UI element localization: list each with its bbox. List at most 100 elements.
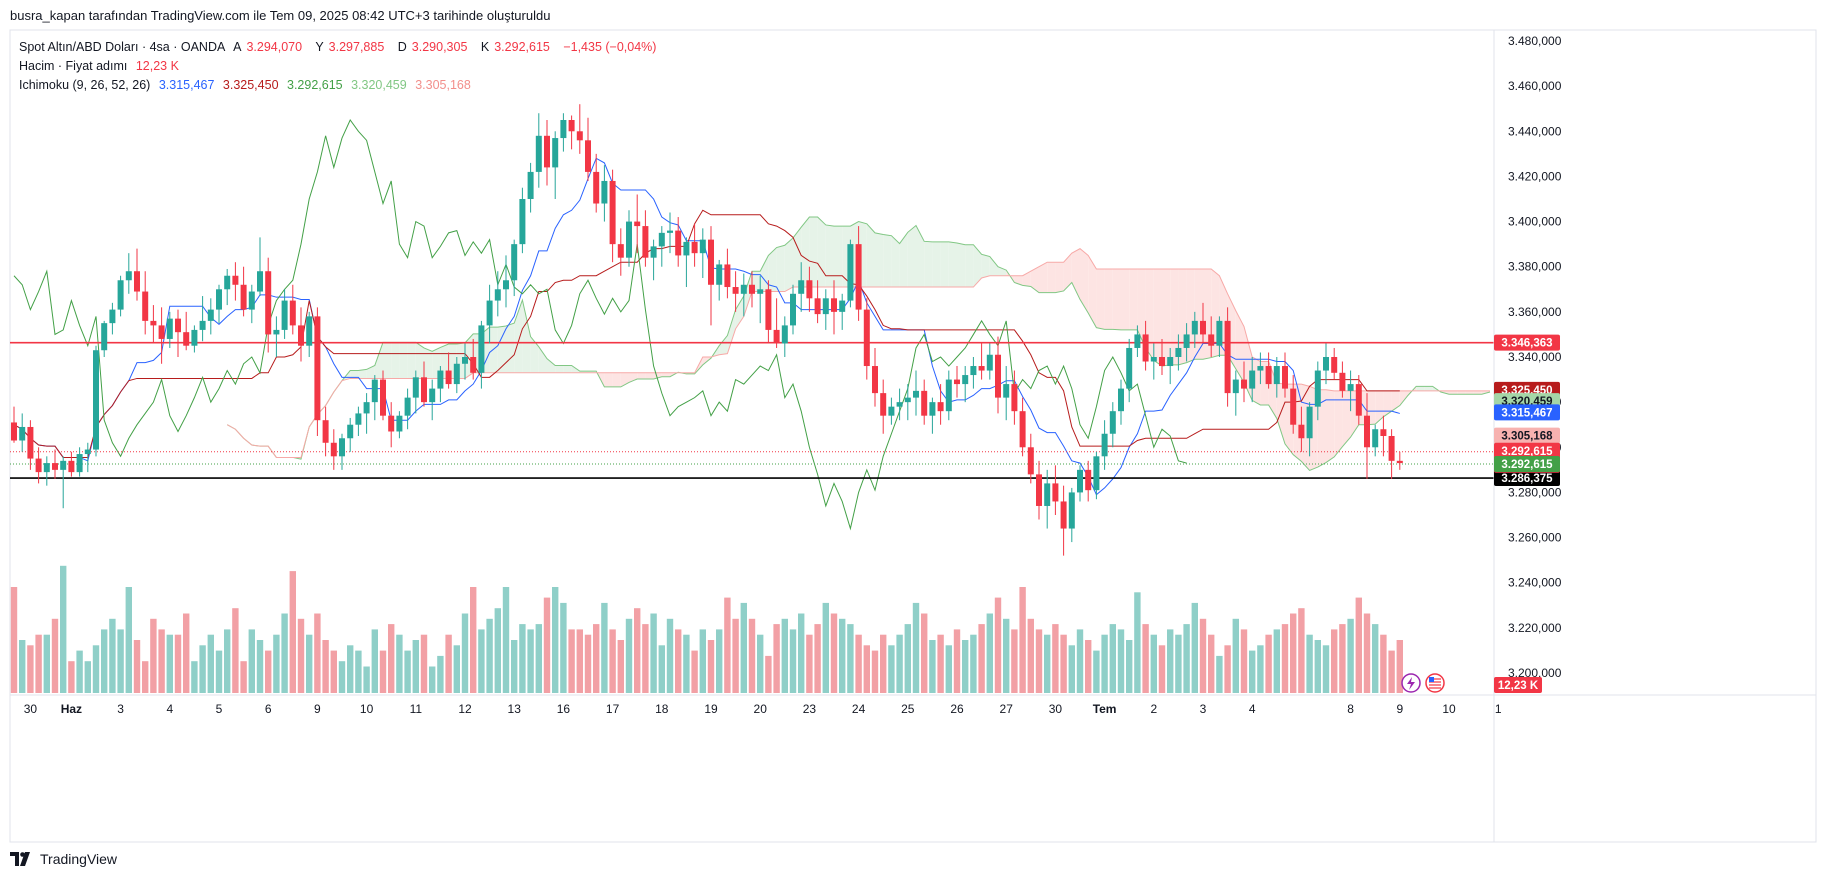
cloud-segment xyxy=(948,241,957,288)
close-label: K xyxy=(480,40,490,54)
open-value: 3.294,070 xyxy=(246,40,303,54)
candle-body xyxy=(904,397,911,403)
cloud-segment xyxy=(998,266,1007,276)
volume-bar xyxy=(1224,645,1231,693)
candle-body xyxy=(1265,366,1272,385)
cloud-segment xyxy=(957,243,966,288)
candle-body xyxy=(150,320,157,326)
candle-body xyxy=(248,291,255,310)
volume-bar xyxy=(92,645,100,693)
candle-body xyxy=(76,454,83,473)
cloud-segment xyxy=(1301,384,1310,471)
candle-body xyxy=(1068,492,1075,529)
time-tick-label: 3 xyxy=(1200,702,1207,716)
legend-symbol-row[interactable]: Spot Altın/ABD Doları · 4sa · OANDA A 3.2… xyxy=(19,38,661,57)
candle-body xyxy=(1396,460,1403,464)
volume-bar xyxy=(248,629,255,693)
candle-body xyxy=(527,171,534,199)
high-value: 3.297,885 xyxy=(328,40,385,54)
candle-body xyxy=(453,363,460,385)
candle-body xyxy=(306,316,313,346)
volume-bar xyxy=(1019,587,1026,693)
candle-body xyxy=(1126,347,1133,389)
cloud-segment xyxy=(1391,390,1400,412)
volume-bar xyxy=(429,666,436,693)
symbol-label[interactable]: Spot Altın/ABD Doları · 4sa · OANDA xyxy=(19,40,226,54)
ichimoku-label[interactable]: Ichimoku (9, 26, 52, 26) xyxy=(19,78,151,92)
cloud-segment xyxy=(743,271,752,317)
candle-body xyxy=(552,138,559,168)
volume-bar xyxy=(1199,618,1207,693)
candle-body xyxy=(839,300,846,312)
candle-body xyxy=(396,415,403,432)
price-tick-label: 3.420,000 xyxy=(1508,169,1562,183)
candle-body xyxy=(60,460,67,470)
candle-body xyxy=(322,420,329,443)
volume-bar xyxy=(1027,618,1034,693)
volume-bar xyxy=(888,645,895,693)
time-tick-label: 6 xyxy=(265,702,272,716)
cloud-segment xyxy=(891,235,900,288)
time-tick-label: 4 xyxy=(166,702,173,716)
candle-body xyxy=(1216,320,1223,346)
volume-bar xyxy=(871,650,879,693)
cloud-segment xyxy=(1121,268,1130,330)
volume-bar xyxy=(256,640,264,693)
candle-body xyxy=(986,354,993,371)
volume-bar xyxy=(1372,624,1379,693)
time-tick-label: 2 xyxy=(1150,702,1157,716)
legend-ichimoku-row[interactable]: Ichimoku (9, 26, 52, 26) 3.315,467 3.325… xyxy=(19,76,661,95)
cloud-segment xyxy=(981,254,990,278)
volume-bar xyxy=(1142,624,1149,693)
cloud-segment xyxy=(1104,268,1113,330)
volume-bar xyxy=(1093,650,1100,693)
cloud-segment xyxy=(383,342,392,379)
cloud-segment xyxy=(1039,262,1048,293)
axis-price-label: 3.305,168 xyxy=(1501,431,1553,443)
volume-bar xyxy=(150,618,157,693)
volume-label[interactable]: Hacim · Fiyat adımı xyxy=(19,59,128,73)
volume-bar xyxy=(273,634,280,693)
cloud-segment xyxy=(1416,386,1425,391)
volume-bar xyxy=(880,634,887,693)
cloud-segment xyxy=(1194,268,1203,360)
low-value: 3.290,305 xyxy=(411,40,468,54)
volume-bar xyxy=(109,618,116,693)
candle-body xyxy=(749,284,755,294)
volume-bar xyxy=(1085,640,1092,693)
candle-body xyxy=(757,289,764,294)
footer-brand[interactable]: TradingView xyxy=(10,851,117,867)
open-label: A xyxy=(233,40,242,54)
candle-body xyxy=(281,300,288,330)
candle-body xyxy=(1232,379,1239,394)
candle-body xyxy=(1306,406,1313,439)
candle-body xyxy=(1027,447,1034,475)
cloud-segment xyxy=(391,342,400,379)
candle-body xyxy=(11,422,17,441)
volume-axis-label-bg xyxy=(1494,677,1542,693)
candle-body xyxy=(68,460,75,473)
volume-bar xyxy=(453,645,460,693)
volume-bar xyxy=(798,613,805,693)
candle-body xyxy=(593,171,600,204)
volume-bar xyxy=(174,634,182,693)
volume-bar xyxy=(691,650,698,693)
time-tick-label: 3 xyxy=(117,702,124,716)
candle-body xyxy=(708,239,714,285)
cloud-segment xyxy=(817,217,826,288)
volume-bar xyxy=(281,613,288,693)
tradingview-logo-icon xyxy=(10,852,30,866)
volume-bar xyxy=(1003,618,1010,693)
cloud-segment xyxy=(1030,266,1039,293)
us-flag-icon xyxy=(1425,673,1445,693)
legend-volume-row[interactable]: Hacim · Fiyat adımı 12,23 K xyxy=(19,57,661,76)
volume-bar xyxy=(1183,624,1190,693)
volume-bar xyxy=(1314,640,1321,693)
price-labels: 3.346,3633.286,3753.325,4503.320,4593.31… xyxy=(1494,334,1560,693)
cloud-segment xyxy=(399,342,408,379)
candle-body xyxy=(257,271,263,292)
horizontal-lines xyxy=(10,341,1494,479)
candle-body xyxy=(535,135,542,172)
candle-body xyxy=(134,271,140,292)
